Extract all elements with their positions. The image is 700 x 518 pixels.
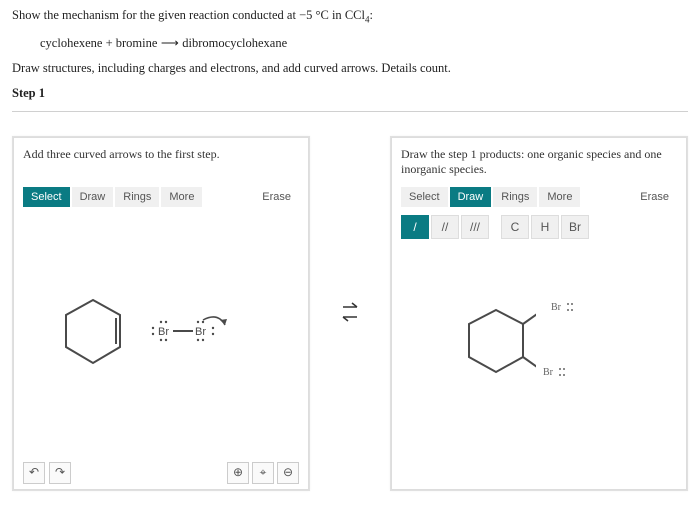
right-panel: Draw the step 1 products: one organic sp… bbox=[390, 136, 688, 491]
single-bond-button[interactable]: / bbox=[401, 215, 429, 239]
tab-draw[interactable]: Draw bbox=[450, 187, 492, 207]
atom-br-button[interactable]: Br bbox=[561, 215, 589, 239]
tab-select[interactable]: Select bbox=[23, 187, 70, 207]
tab-select[interactable]: Select bbox=[401, 187, 448, 207]
tab-more[interactable]: More bbox=[161, 187, 202, 207]
left-instruction: Add three curved arrows to the first ste… bbox=[23, 147, 299, 177]
left-toolbar: Select Draw Rings More Erase bbox=[23, 187, 299, 207]
double-arrow-icon bbox=[340, 297, 360, 329]
right-instruction: Draw the step 1 products: one organic sp… bbox=[401, 147, 677, 177]
left-bottom-tools: ↶ ↷ ⊕ ⌖ ⊖ bbox=[23, 462, 299, 484]
tab-draw[interactable]: Draw bbox=[72, 187, 114, 207]
right-canvas[interactable]: Br Br bbox=[401, 247, 677, 427]
tab-rings[interactable]: Rings bbox=[493, 187, 537, 207]
equilibrium-arrow bbox=[340, 136, 360, 491]
question-line-1: Show the mechanism for the given reactio… bbox=[12, 8, 688, 25]
instruction-line: Draw structures, including charges and e… bbox=[12, 61, 688, 76]
tab-more[interactable]: More bbox=[539, 187, 580, 207]
br-label-1: Br bbox=[551, 302, 561, 313]
svg-text:Br: Br bbox=[158, 326, 169, 338]
bond-toolbar: / // /// C H Br bbox=[401, 215, 677, 239]
svg-text:Br: Br bbox=[195, 326, 206, 338]
zoom-out-button[interactable]: ⊖ bbox=[277, 462, 299, 484]
tab-rings[interactable]: Rings bbox=[115, 187, 159, 207]
undo-button[interactable]: ↶ bbox=[23, 462, 45, 484]
left-panel: Add three curved arrows to the first ste… bbox=[12, 136, 310, 491]
right-toolbar: Select Draw Rings More Erase bbox=[401, 187, 677, 207]
left-canvas[interactable]: Br Br bbox=[23, 215, 299, 425]
bromine-molecule: Br Br bbox=[143, 310, 238, 355]
br-label-2: Br bbox=[543, 367, 553, 378]
cyclohexene-structure bbox=[58, 295, 128, 370]
redo-button[interactable]: ↷ bbox=[49, 462, 71, 484]
product-structure bbox=[461, 302, 536, 382]
atom-c-button[interactable]: C bbox=[501, 215, 529, 239]
reaction-equation: cyclohexene + bromine ⟶ dibromocyclohexa… bbox=[40, 35, 688, 51]
zoom-reset-button[interactable]: ⌖ bbox=[252, 462, 274, 484]
zoom-in-button[interactable]: ⊕ bbox=[227, 462, 249, 484]
divider bbox=[12, 111, 688, 112]
tab-erase[interactable]: Erase bbox=[632, 187, 677, 207]
tab-erase[interactable]: Erase bbox=[254, 187, 299, 207]
double-bond-button[interactable]: // bbox=[431, 215, 459, 239]
triple-bond-button[interactable]: /// bbox=[461, 215, 489, 239]
step-label: Step 1 bbox=[12, 86, 688, 101]
atom-h-button[interactable]: H bbox=[531, 215, 559, 239]
